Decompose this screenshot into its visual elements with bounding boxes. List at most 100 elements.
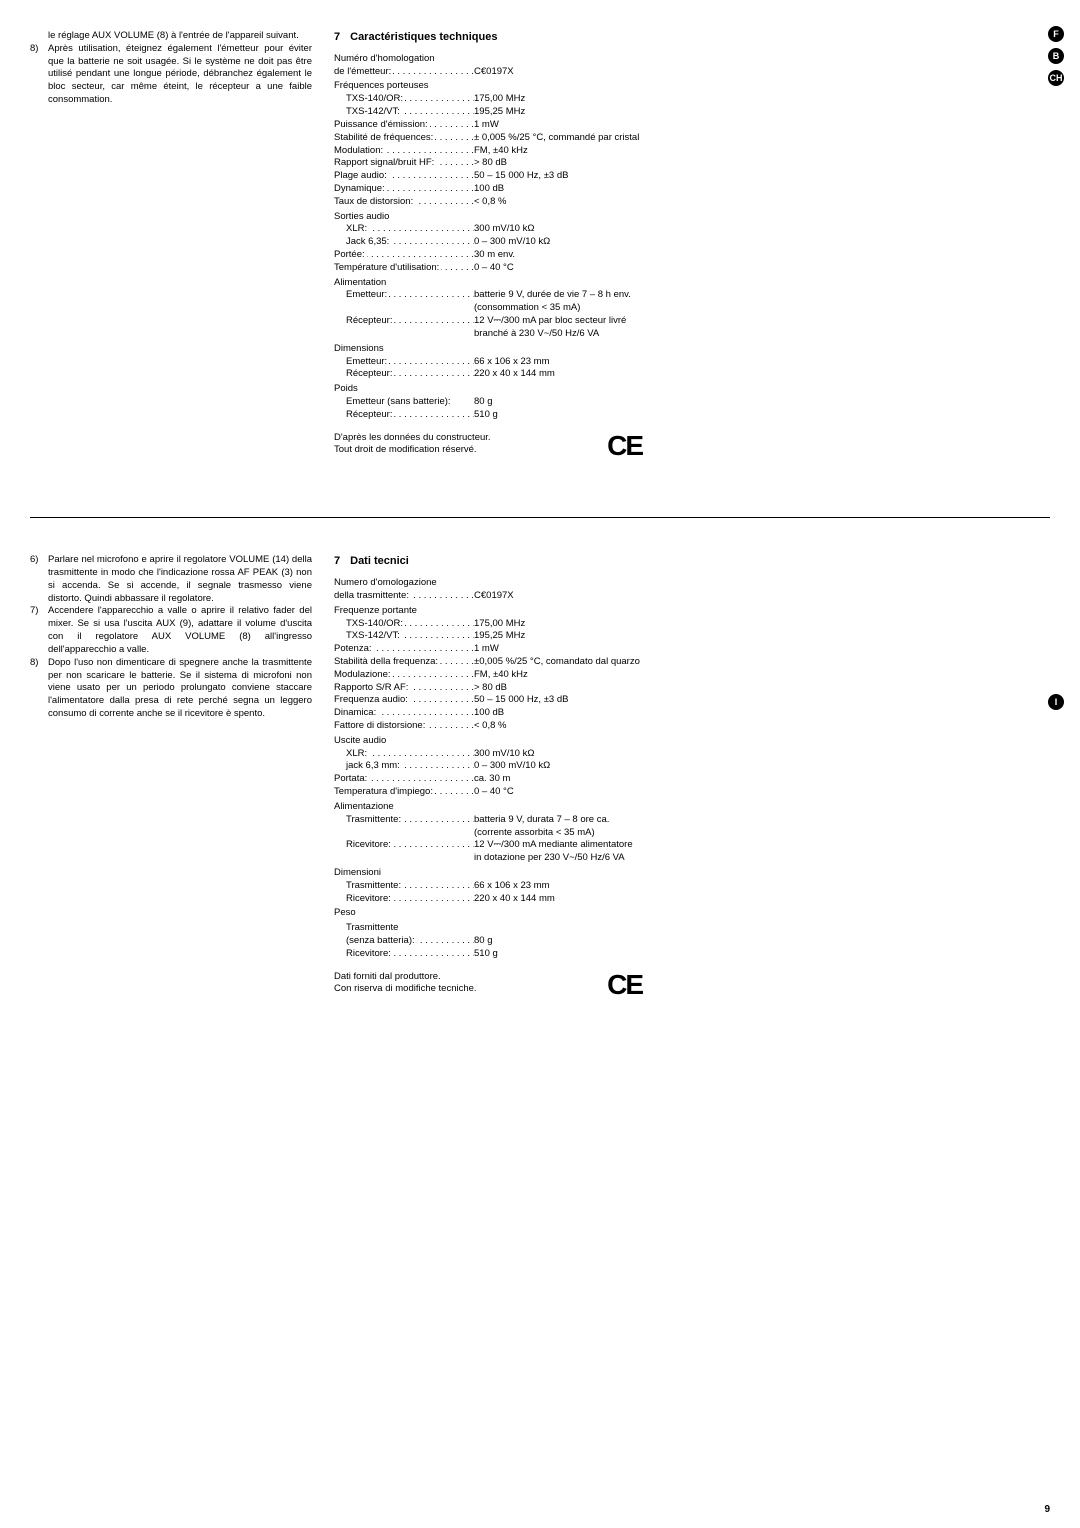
item-text: Parlare nel microfono e aprire il regola… <box>48 554 312 605</box>
badge-f: F <box>1048 26 1064 42</box>
spec-label: Ricevitore: . . . . . . . . . . . . . . … <box>346 893 474 906</box>
spec-label: Emetteur: . . . . . . . . . . . . . . . … <box>346 289 474 302</box>
item-number: 8) <box>30 43 44 56</box>
spec-row: de l'émetteur: . . . . . . . . . . . . .… <box>334 66 642 79</box>
spec-label: Taux de distorsion: . . . . . . . . . . … <box>334 196 474 209</box>
spec-value: 1 mW <box>474 643 642 656</box>
spec-value: 300 mV/10 kΩ <box>474 748 642 761</box>
spec-label: Stabilité de fréquences: . . . . . . . .… <box>334 132 474 145</box>
spec-label: TXS-142/VT: . . . . . . . . . . . . . . … <box>346 630 474 643</box>
spec-label: TXS-140/OR: . . . . . . . . . . . . . . … <box>346 93 474 106</box>
spec-row: Ricevitore: . . . . . . . . . . . . . . … <box>334 948 642 961</box>
list-item: 7)Accendere l'apparecchio a valle o apri… <box>30 605 312 656</box>
spec-group-label: Numero d'omologazione <box>334 577 642 590</box>
spec-value: 30 m env. <box>474 249 642 262</box>
item-number: 7) <box>30 605 44 618</box>
spec-value: 12 V⎓/300 mA mediante alimentatore in do… <box>474 839 642 865</box>
spec-row: Ricevitore: . . . . . . . . . . . . . . … <box>334 839 642 865</box>
fr-intro-continued: le réglage AUX VOLUME (8) à l'entrée de … <box>30 30 312 43</box>
spec-row: Puissance d'émission: . . . . . . . . . … <box>334 119 642 132</box>
fr-footnote: D'après les données du constructeur. Tou… <box>334 432 642 458</box>
spec-value: FM, ±40 kHz <box>474 145 642 158</box>
spec-value: 66 x 106 x 23 mm <box>474 880 642 893</box>
spec-row: Portata: . . . . . . . . . . . . . . . .… <box>334 773 642 786</box>
spec-row: Plage audio: . . . . . . . . . . . . . .… <box>334 170 642 183</box>
section-italian: 6)Parlare nel microfono e aprire il rego… <box>30 554 1050 996</box>
list-item: 6)Parlare nel microfono e aprire il rego… <box>30 554 312 605</box>
spec-value: ± 0,005 %/25 °C, commandé par cristal <box>474 132 642 145</box>
item-text: Après utilisation, éteignez également l'… <box>48 43 312 107</box>
badge-i: I <box>1048 694 1064 710</box>
it-right-col: 7Dati tecnici Numero d'omologazionedella… <box>334 554 642 996</box>
ce-small-icon: C€ <box>474 590 486 601</box>
spec-row: Taux de distorsion: . . . . . . . . . . … <box>334 196 642 209</box>
spec-value: 195,25 MHz <box>474 106 642 119</box>
spec-value: 510 g <box>474 409 642 422</box>
spec-label: Potenza: . . . . . . . . . . . . . . . .… <box>334 643 474 656</box>
ce-small-icon: C€ <box>474 66 486 77</box>
it-foot-1: Dati forniti dal produttore. <box>334 971 477 984</box>
spec-label: Rapporto S/R AF: . . . . . . . . . . . .… <box>334 682 474 695</box>
fr-specs: Numéro d'homologationde l'émetteur: . . … <box>334 53 642 422</box>
spec-value: 0 – 300 mV/10 kΩ <box>474 760 642 773</box>
spec-value: 50 – 15 000 Hz, ±3 dB <box>474 170 642 183</box>
spec-row: Emetteur (sans batterie):80 g <box>334 396 642 409</box>
spec-label: (senza batteria): . . . . . . . . . . . … <box>346 935 474 948</box>
spec-label: Ricevitore: . . . . . . . . . . . . . . … <box>346 948 474 961</box>
spec-row: Récepteur: . . . . . . . . . . . . . . .… <box>334 368 642 381</box>
spec-label: XLR: . . . . . . . . . . . . . . . . . .… <box>346 748 474 761</box>
spec-value: 220 x 40 x 144 mm <box>474 368 642 381</box>
spec-subgroup-label: Trasmittente <box>334 922 642 935</box>
spec-value: 175,00 MHz <box>474 93 642 106</box>
spec-value: batteria 9 V, durata 7 – 8 ore ca. (corr… <box>474 814 642 840</box>
spec-value: 100 dB <box>474 183 642 196</box>
spec-label: Ricevitore: . . . . . . . . . . . . . . … <box>346 839 474 852</box>
list-item: 8) Après utilisation, éteignez également … <box>30 43 312 107</box>
it-specs: Numero d'omologazionedella trasmittente:… <box>334 577 642 961</box>
spec-label: TXS-142/VT: . . . . . . . . . . . . . . … <box>346 106 474 119</box>
spec-row: Temperatura d'impiego: . . . . . . . . .… <box>334 786 642 799</box>
spec-value: < 0,8 % <box>474 196 642 209</box>
spec-group-label: Frequenze portante <box>334 605 642 618</box>
spec-row: Dynamique: . . . . . . . . . . . . . . .… <box>334 183 642 196</box>
it-steps-list: 6)Parlare nel microfono e aprire il rego… <box>30 554 312 721</box>
spec-row: XLR: . . . . . . . . . . . . . . . . . .… <box>334 223 642 236</box>
it-foot-2: Con riserva di modifiche tecniche. <box>334 983 477 996</box>
item-text: Dopo l'uso non dimenticare di spegnere a… <box>48 657 312 721</box>
spec-value: < 0,8 % <box>474 720 642 733</box>
spec-row: Emetteur: . . . . . . . . . . . . . . . … <box>334 289 642 315</box>
spec-row: XLR: . . . . . . . . . . . . . . . . . .… <box>334 748 642 761</box>
spec-label: Rapport signal/bruit HF: . . . . . . . .… <box>334 157 474 170</box>
spec-row: TXS-142/VT: . . . . . . . . . . . . . . … <box>334 630 642 643</box>
spec-label: Stabilità della frequenza: . . . . . . .… <box>334 656 474 669</box>
spec-row: Modulation: . . . . . . . . . . . . . . … <box>334 145 642 158</box>
spec-label: Emetteur: . . . . . . . . . . . . . . . … <box>346 356 474 369</box>
spec-value: 175,00 MHz <box>474 618 642 631</box>
spec-value: 66 x 106 x 23 mm <box>474 356 642 369</box>
spec-value: C€0197X <box>474 66 642 79</box>
it-left-col: 6)Parlare nel microfono e aprire il rego… <box>30 554 312 721</box>
spec-row: Stabilité de fréquences: . . . . . . . .… <box>334 132 642 145</box>
spec-row: Fattore di distorsione: . . . . . . . . … <box>334 720 642 733</box>
spec-label: Récepteur: . . . . . . . . . . . . . . .… <box>346 315 474 328</box>
spec-group-label: Dimensioni <box>334 867 642 880</box>
spec-value: 510 g <box>474 948 642 961</box>
spec-label: della trasmittente: . . . . . . . . . . … <box>334 590 474 603</box>
spec-value: 12 V⎓/300 mA par bloc secteur livré bran… <box>474 315 642 341</box>
fr-title-text: Caractéristiques techniques <box>350 31 497 43</box>
spec-row: Rapporto S/R AF: . . . . . . . . . . . .… <box>334 682 642 695</box>
spec-value: FM, ±40 kHz <box>474 669 642 682</box>
spec-row: Portée: . . . . . . . . . . . . . . . . … <box>334 249 642 262</box>
spec-row: Potenza: . . . . . . . . . . . . . . . .… <box>334 643 642 656</box>
spec-value: 0 – 300 mV/10 kΩ <box>474 236 642 249</box>
spec-value: 80 g <box>474 396 642 409</box>
spec-label: Modulation: . . . . . . . . . . . . . . … <box>334 145 474 158</box>
spec-label: Dynamique: . . . . . . . . . . . . . . .… <box>334 183 474 196</box>
item-number: 8) <box>30 657 44 670</box>
spec-row: Modulazione: . . . . . . . . . . . . . .… <box>334 669 642 682</box>
spec-label: jack 6,3 mm: . . . . . . . . . . . . . .… <box>346 760 474 773</box>
spec-group-label: Dimensions <box>334 343 642 356</box>
lang-badges-top: F B CH <box>1048 26 1064 86</box>
spec-group-label: Alimentazione <box>334 801 642 814</box>
spec-value: 220 x 40 x 144 mm <box>474 893 642 906</box>
